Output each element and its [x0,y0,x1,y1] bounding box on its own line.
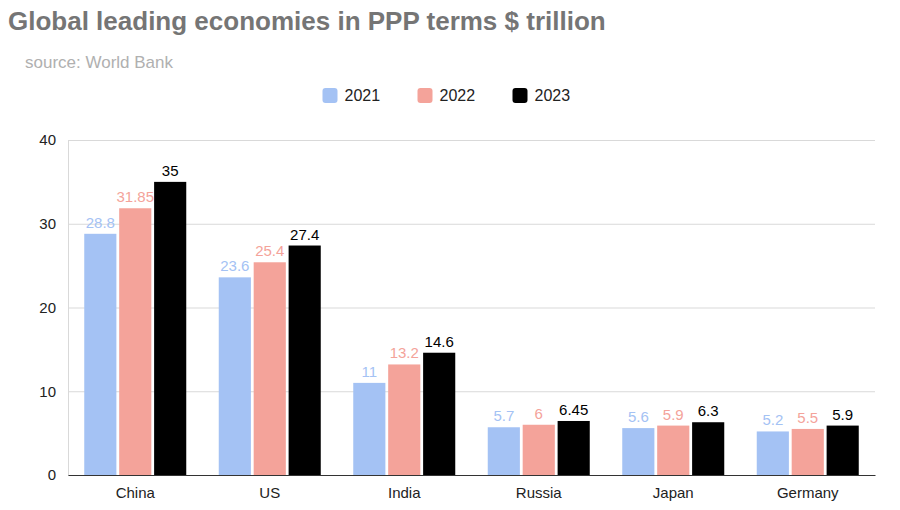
grid-line [68,140,875,141]
x-tick: Japan [653,484,694,501]
data-label: 5.9 [832,406,853,423]
x-axis: China US India Russia Japan Germany [69,476,876,501]
y-tick-label: 30 [39,215,56,232]
bar [423,353,455,475]
x-tick-label: Germany [777,484,839,501]
x-tick-label: India [388,484,421,501]
data-label: 28.8 [86,214,115,231]
y-tick-label: 40 [39,131,56,148]
bar [388,364,420,475]
bar [558,421,590,475]
data-label: 31.85 [116,188,154,205]
title: Global leading economies in PPP terms $ … [8,6,606,36]
legend-item: 2021 [323,87,381,104]
data-label: 5.2 [762,411,783,428]
data-label: 5.9 [663,406,684,423]
y-tick-label: 0 [48,466,56,483]
data-label: 14.6 [425,333,454,350]
bar [353,383,385,475]
legend: 2021 2022 2023 [323,87,571,104]
bar [827,426,859,475]
y-tick: 40 [39,131,875,148]
legend-item: 2023 [513,87,571,104]
legend-label: 2023 [535,87,571,104]
bar [523,425,555,475]
grid-line [68,224,875,225]
y-axis: 0 10 20 30 40 [39,131,875,483]
x-tick: US [259,484,280,501]
y-tick-label: 20 [39,299,56,316]
data-label: 13.2 [390,344,419,361]
legend-swatch [513,88,528,103]
data-label: 25.4 [255,242,284,259]
x-tick: Russia [516,484,563,501]
bar [488,427,520,475]
x-tick: Germany [777,484,839,501]
data-label: 6 [535,405,543,422]
x-tick-label: US [259,484,280,501]
legend-swatch [418,88,433,103]
data-label: 5.7 [493,407,514,424]
data-label: 6.45 [559,401,588,418]
x-tick: China [116,484,156,501]
bar [254,262,286,475]
bar [119,208,151,475]
legend-label: 2021 [345,87,381,104]
data-label: 35 [162,162,179,179]
bars [84,182,859,475]
bar [219,277,251,475]
y-tick-label: 10 [39,383,56,400]
data-label: 5.6 [628,408,649,425]
bar [657,426,689,475]
data-label: 6.3 [698,402,719,419]
legend-swatch [323,88,338,103]
legend-item: 2022 [418,87,476,104]
bar [289,246,321,475]
bar [692,422,724,475]
grid-line [68,391,875,392]
bar [622,428,654,475]
chart: Global leading economies in PPP terms $ … [0,0,900,510]
x-tick-label: Japan [653,484,694,501]
x-tick-label: Russia [516,484,563,501]
subtitle: source: World Bank [25,53,174,72]
bar [154,182,186,475]
x-axis-line [69,475,876,476]
data-label: 11 [362,363,378,380]
bar [757,431,789,475]
data-label: 5.5 [797,409,818,426]
bar [84,234,116,475]
bar [792,429,824,475]
grid-line [68,308,875,309]
data-label: 27.4 [290,226,319,243]
data-labels: 28.8 23.6 11 5.7 5.6 5.2 31.85 25.4 13.2 6 5.9 5.5 3… [86,162,853,429]
legend-label: 2022 [440,87,476,104]
data-label: 23.6 [220,257,249,274]
x-tick: India [388,484,421,501]
x-tick-label: China [116,484,156,501]
grid-line [68,475,875,476]
